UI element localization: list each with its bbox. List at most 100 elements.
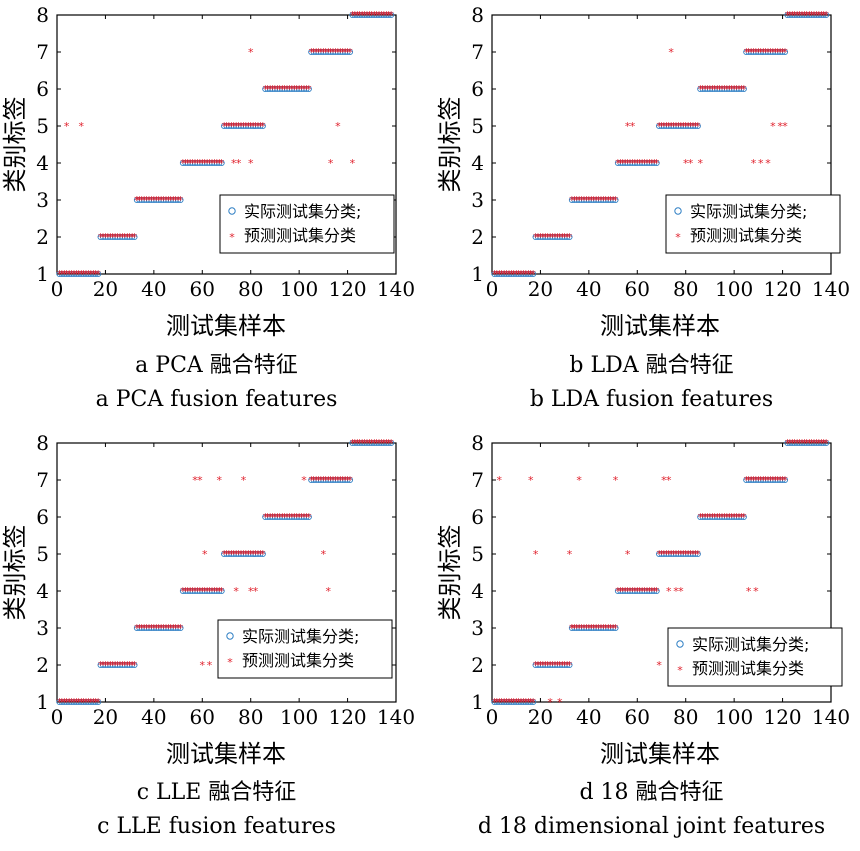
predicted-point: *: [777, 46, 783, 59]
actual-point: [566, 661, 573, 669]
predicted-point: *: [676, 548, 682, 561]
predicted-point: *: [697, 511, 703, 524]
actual-point: [740, 513, 747, 521]
predicted-point: *: [180, 157, 186, 170]
predicted-point: *: [241, 548, 247, 561]
y-tick-label: 8: [36, 431, 49, 455]
predicted-point: *: [673, 120, 679, 133]
predicted-point: *: [262, 511, 268, 524]
predicted-point: *: [110, 659, 116, 672]
predicted-point: *: [521, 696, 527, 709]
predicted-point: *: [214, 157, 220, 170]
predicted-point: *: [591, 622, 597, 635]
predicted-point: *: [622, 585, 628, 598]
predicted-point: *: [207, 157, 213, 170]
predicted-point: *: [501, 696, 507, 709]
predicted-point: *: [335, 474, 341, 487]
legend-predicted-marker: *: [229, 231, 235, 244]
predicted-point: *: [122, 231, 128, 244]
y-tick-label: 7: [471, 468, 484, 492]
predicted-point: *: [741, 83, 747, 96]
predicted-point: *: [294, 83, 300, 96]
predicted-point: *: [734, 83, 740, 96]
y-tick-label: 7: [36, 40, 49, 64]
predicted-point: *: [806, 437, 812, 450]
predicted-point: *: [685, 120, 691, 133]
predicted-point: *: [156, 194, 162, 207]
predicted-point: *: [83, 696, 89, 709]
predicted-point: *: [374, 9, 380, 22]
y-tick-label: 6: [471, 505, 484, 529]
predicted-point: *: [724, 83, 730, 96]
predicted-point: *: [258, 548, 264, 561]
predicted-point: *: [511, 268, 517, 281]
actual-point: [530, 698, 537, 706]
predicted-point: *: [647, 157, 653, 170]
predicted-point: *: [589, 622, 595, 635]
predicted-point: *: [287, 83, 293, 96]
actual-point: [257, 550, 264, 558]
predicted-point: *: [170, 622, 176, 635]
predicted-point: *: [95, 268, 101, 281]
predicted-point: *: [71, 268, 77, 281]
actual-point: [95, 698, 102, 706]
predicted-point: *: [260, 120, 266, 133]
predicted-point: *: [282, 511, 288, 524]
predicted-point: *: [388, 437, 394, 450]
predicted-point: *: [279, 83, 285, 96]
predicted-point: *: [197, 585, 203, 598]
predicted-point: *: [62, 268, 68, 281]
predicted-point: *: [265, 511, 271, 524]
predicted-point: *: [567, 659, 573, 672]
predicted-point: *: [187, 157, 193, 170]
x-tick-label: 120: [763, 277, 801, 301]
x-tick-label: 120: [763, 705, 801, 729]
predicted-point: *: [352, 437, 358, 450]
predicted-point: *: [506, 268, 512, 281]
predicted-point: *: [144, 622, 150, 635]
predicted-point: *: [379, 437, 385, 450]
predicted-point: *: [253, 120, 259, 133]
predicted-point: *: [76, 268, 82, 281]
predicted-point: *: [129, 231, 135, 244]
predicted-point: *: [593, 194, 599, 207]
predicted-point: *: [823, 9, 829, 22]
actual-point: [564, 661, 571, 669]
y-axis-label: 类别标签: [1, 97, 29, 193]
predicted-point: *: [748, 474, 754, 487]
predicted-point: *: [804, 437, 810, 450]
predicted-point: *: [753, 46, 759, 59]
predicted-point: *: [238, 120, 244, 133]
predicted-point: *: [277, 83, 283, 96]
predicted-point: *: [596, 194, 602, 207]
predicted-point: *: [550, 231, 556, 244]
predicted-point: *: [659, 548, 665, 561]
predicted-point: *: [513, 268, 519, 281]
predicted-point: *: [731, 83, 737, 96]
predicted-point: *: [333, 46, 339, 59]
plot-frame: [491, 14, 832, 275]
predicted-point: *: [83, 268, 89, 281]
predicted-point: *: [763, 474, 769, 487]
plot-frame: [56, 442, 397, 703]
actual-point: [305, 85, 312, 93]
predicted-point: *: [221, 548, 227, 561]
predicted-point: *: [543, 659, 549, 672]
predicted-point: *: [530, 696, 536, 709]
actual-point: [738, 513, 745, 521]
x-tick-label: 0: [486, 277, 499, 301]
predicted-point: *: [342, 46, 348, 59]
predicted-point: *: [492, 696, 498, 709]
predicted-point: *: [379, 9, 385, 22]
predicted-point: *: [513, 696, 519, 709]
predicted-point: *: [654, 157, 660, 170]
predicted-point: *: [593, 622, 599, 635]
predicted-point: *: [175, 622, 181, 635]
predicted-point: *: [103, 231, 109, 244]
predicted-point: *: [216, 474, 222, 487]
predicted-point: *: [758, 157, 764, 170]
actual-point: [692, 550, 699, 558]
predicted-point: *: [615, 157, 621, 170]
predicted-point: *: [576, 474, 582, 487]
actual-point: [129, 233, 136, 241]
